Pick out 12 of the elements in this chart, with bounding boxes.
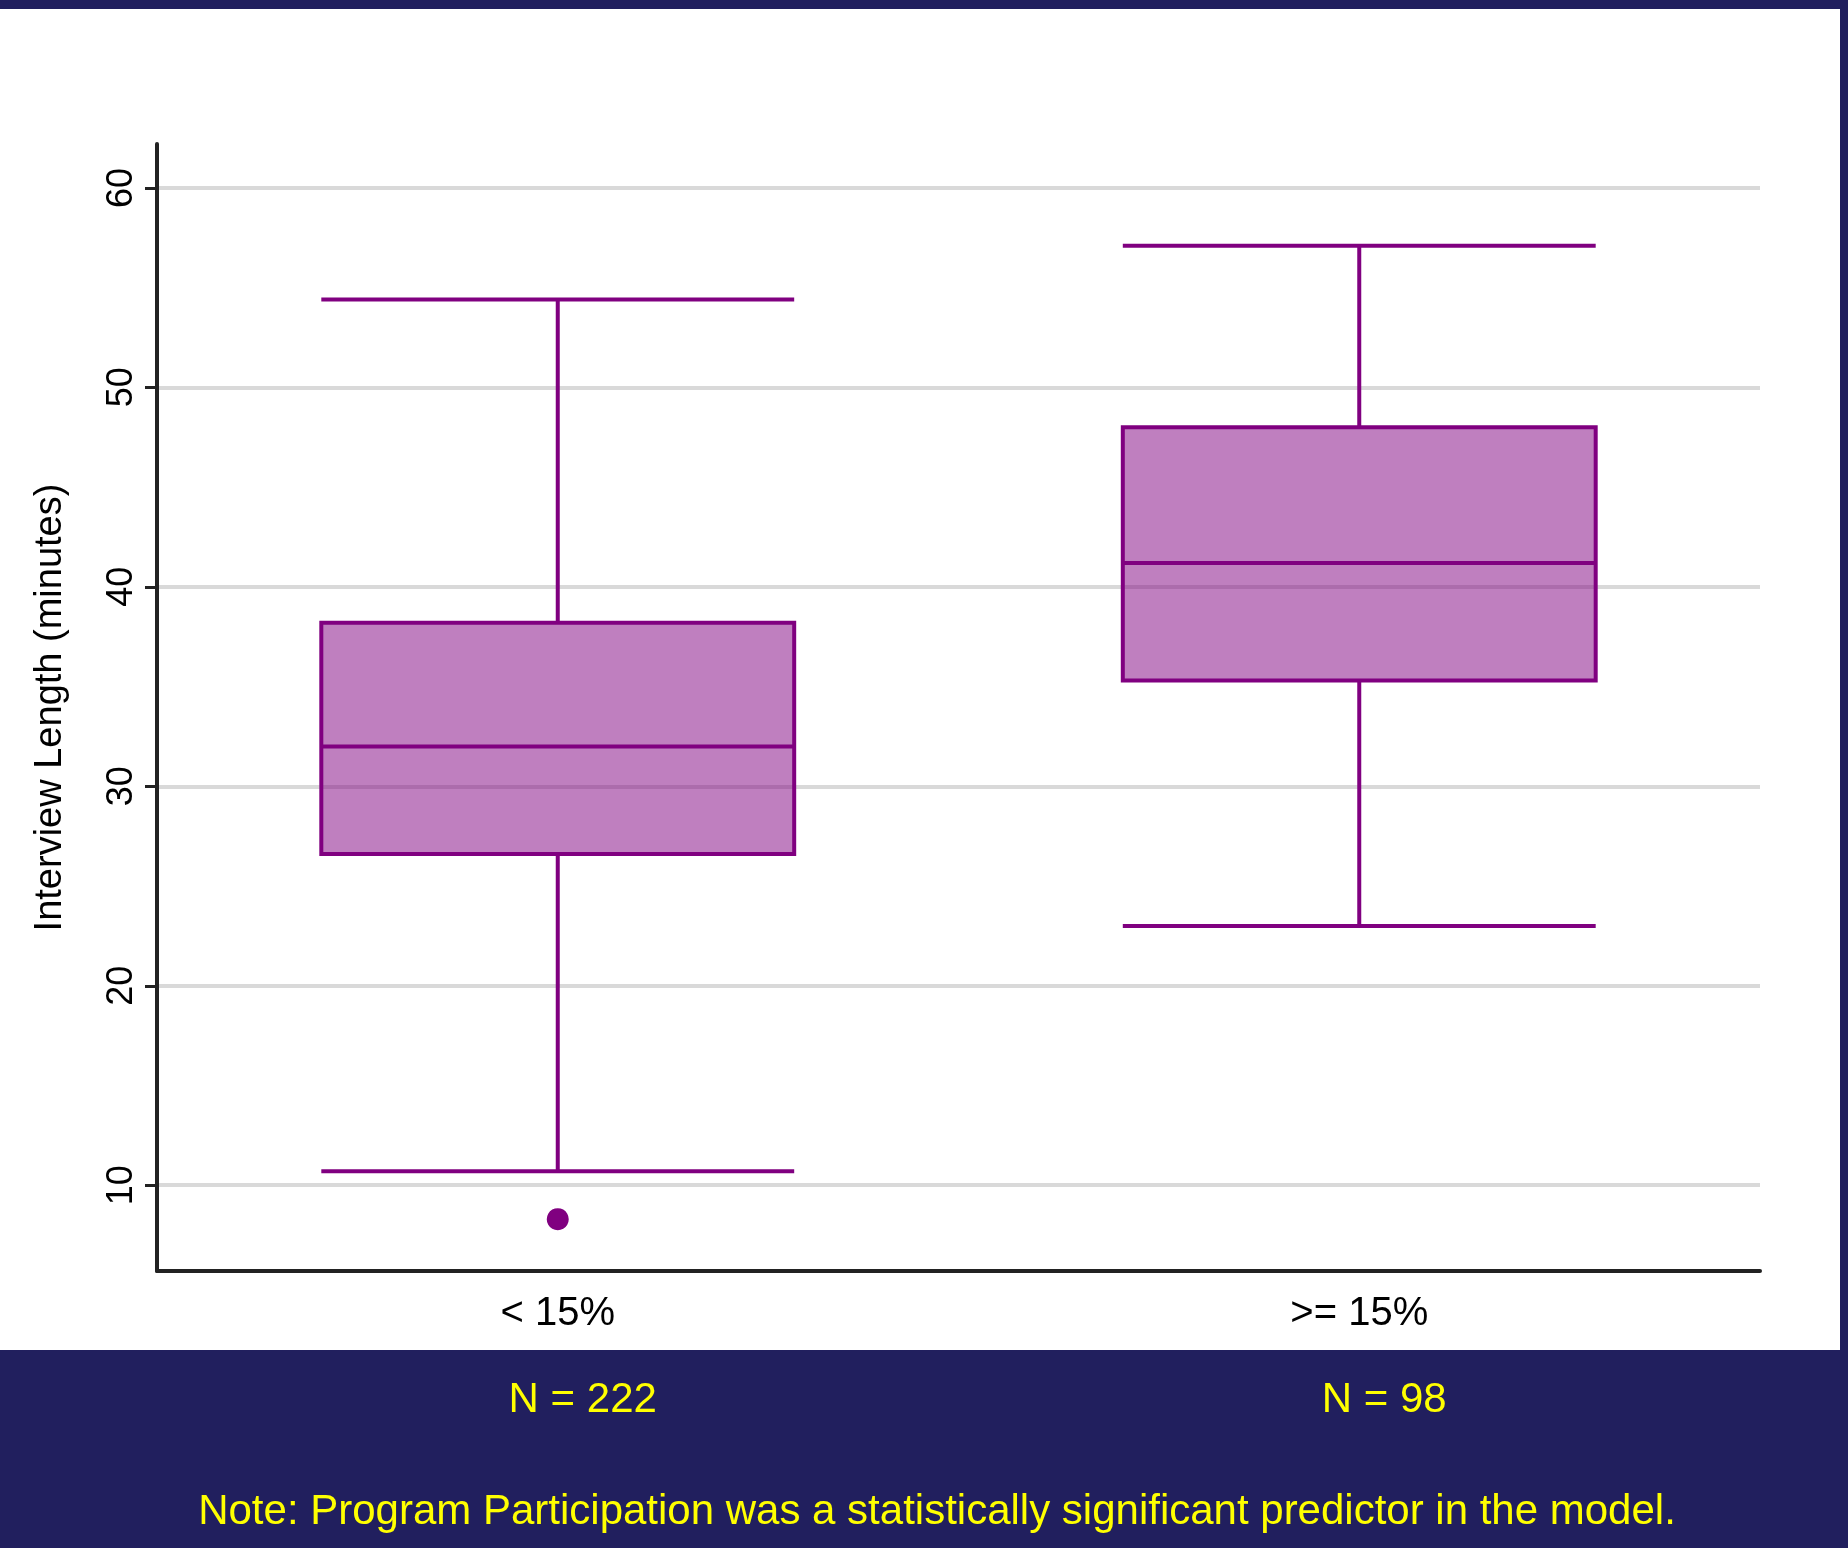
y-tick-label: 20 <box>98 965 140 1006</box>
y-tick-label: 10 <box>98 1165 140 1206</box>
y-tick-label: 30 <box>98 766 140 807</box>
y-tick-label: 40 <box>98 566 140 607</box>
text: N = 222 <box>508 1374 657 1422</box>
text: Note: Program Participation was a statistically significant predictor in the model. <box>198 1486 1676 1534</box>
text: N = 98 <box>1321 1374 1447 1422</box>
x-tick-label: < 15% <box>500 1289 616 1333</box>
y-axis-title: Interview Length (minutes) <box>27 483 69 932</box>
y-tick-label: 60 <box>98 167 140 208</box>
x-tick-label: >= 15% <box>1290 1289 1429 1333</box>
y-tick-label: 50 <box>98 367 140 408</box>
